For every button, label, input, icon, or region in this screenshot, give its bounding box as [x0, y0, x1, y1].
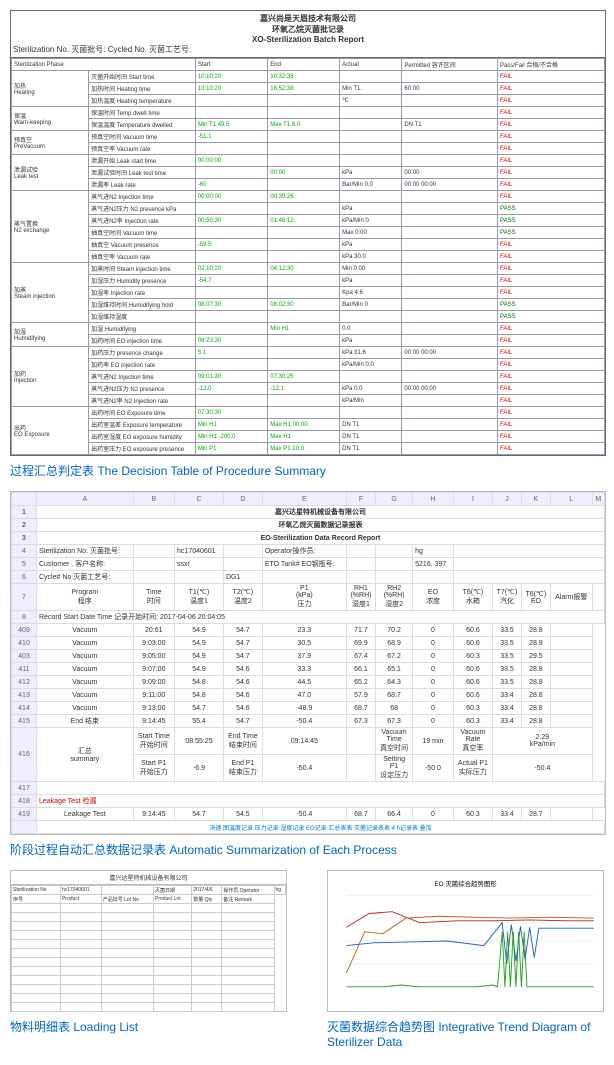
trend-line-3 — [346, 923, 594, 964]
trend-title: EO 灭菌综合趋势图形 — [434, 879, 497, 888]
column-headers: ABCDEFGHIJKLM — [12, 493, 605, 506]
table-row: 414Vacuum9:13:0054.754.6-48.968.768060.3… — [12, 702, 605, 715]
table-row: 412Vacuum9:09:0054.854.644.565.264.3060.… — [12, 676, 605, 689]
caption-auto-summary: 阶段过程自动汇总数据记录表 Automatic Summarization of… — [10, 841, 604, 858]
sheet-tabs: 决速.图温度记录 压力记录 湿度记录 EO记录 汇总表表 灭菌记录表表 4 h记… — [12, 821, 605, 834]
trend-chart: EO 灭菌综合趋势图形 — [327, 870, 604, 1012]
table-row: 403Vacuum9:05:0054.954.737.967.467.2060.… — [12, 650, 605, 663]
report-title-en: XO-Sterilization Batch Report — [13, 35, 603, 44]
trend-line-2 — [346, 916, 594, 973]
caption-decision-table: 过程汇总判定表 The Decision Table of Procedure … — [10, 462, 604, 479]
leakage-data-row: 419Leakage Test9:14:4554.754.5-50.468.76… — [12, 808, 605, 821]
phase-header-row: Sterilization Phase Start End Actual Per… — [12, 59, 605, 71]
table-row: 413Vacuum9:11:0054.854.647.057.968.7060.… — [12, 689, 605, 702]
table-row: 410Vacuum9:03:0054.954.730.569.968.9060.… — [12, 637, 605, 650]
sterilization-info: Sterilization No. 灭菌批号: Cycled No. 灭菌工艺号… — [13, 44, 603, 55]
sheet-company: 嘉兴达星特机械设备有限公司 — [37, 506, 605, 519]
trend-line-1 — [346, 912, 594, 928]
caption-loading-list: 物料明细表 Loading List — [10, 1018, 287, 1035]
loadlist-columns: 序号Product产品批号 Lot NoProduct Lot数量 Qty备注 … — [12, 895, 286, 904]
data-record-spreadsheet: ABCDEFGHIJKLM 1嘉兴达星特机械设备有限公司 2环氧乙烷灭菌数据记录… — [10, 491, 606, 835]
report-title-cn: 环氧乙烷灭菌批记录 — [13, 24, 603, 35]
decision-table: Sterilization Phase Start End Actual Per… — [11, 58, 605, 455]
trend-line-4 — [346, 932, 594, 987]
loadlist-info-row: Sterilization Nohc17040601灭菌日期2017/4/6操作… — [12, 886, 286, 895]
trend-svg: EO 灭菌综合趋势图形 — [328, 871, 603, 1011]
summary-row-1: 416 汇总summary Start Time开始时间08:55:25 End… — [12, 728, 605, 755]
company-name: 嘉兴尚是天眉技术有限公司 — [13, 13, 603, 24]
caption-trend: 灭菌数据综合趋势图 Integrative Trend Diagram of S… — [327, 1018, 604, 1049]
table-row: 409Vacuum20:6154.954.723.371.770.2060.63… — [12, 624, 605, 637]
record-start: Record Start Date Time 记录开始时间: 2017-04-0… — [37, 611, 605, 624]
report1-header: 嘉兴尚是天眉技术有限公司 环氧乙烷灭菌批记录 XO-Sterilization … — [11, 11, 605, 58]
program-headers: 7Program程序Time时间T1(℃)温度1T2(℃)温度2P1(kPa)压… — [12, 584, 605, 611]
sheet-title-cn: 环氧乙烷灭菌数据记录报表 — [37, 519, 605, 532]
table-row: 411Vacuum9:07:0054.954.633.366.165.1060.… — [12, 663, 605, 676]
decision-table-report: 嘉兴尚是天眉技术有限公司 环氧乙烷灭菌批记录 XO-Sterilization … — [10, 10, 606, 456]
loading-list-panel: 嘉兴达星特机械设备有限公司 Sterilization Nohc17040601… — [10, 870, 287, 1012]
table-row: 415End 结束9:14:4555.454.7-50.467.367.3060… — [12, 715, 605, 728]
leakage-label: Leakage Test 检漏 — [37, 795, 605, 808]
loadlist-title: 嘉兴达星特机械设备有限公司 — [11, 871, 286, 885]
sheet-title-en: EO-Sterilization Data Record Report — [37, 532, 605, 545]
